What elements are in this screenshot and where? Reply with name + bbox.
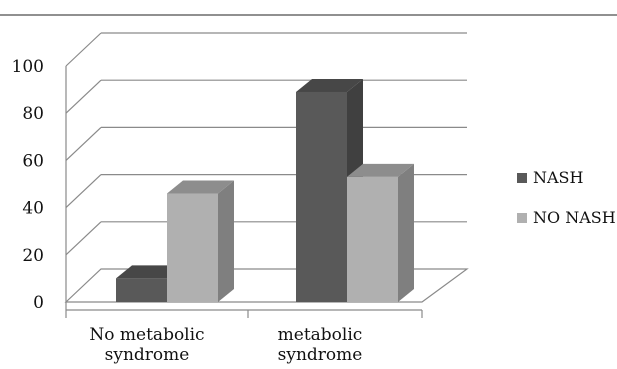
- bar-front: [347, 176, 398, 302]
- y-tick-label: 100: [12, 57, 44, 77]
- bar-front: [116, 278, 167, 302]
- bar-side: [218, 180, 234, 302]
- gridline-diagonal: [65, 174, 102, 209]
- bar: [347, 163, 414, 302]
- y-tick-labels: 0 20 40 60 80 100: [12, 57, 44, 313]
- gridline-diagonal: [65, 221, 102, 256]
- y-tick-label: 0: [33, 293, 44, 313]
- bar-top: [296, 78, 363, 92]
- legend-label: NO NASH: [533, 208, 616, 227]
- bars: [116, 78, 414, 303]
- gridline-diagonal: [65, 32, 102, 67]
- legend-swatch: [517, 213, 527, 223]
- category-label: syndrome: [105, 345, 190, 365]
- y-tick-label: 20: [22, 246, 44, 266]
- legend-label: NASH: [533, 168, 584, 187]
- category-label: metabolic: [278, 325, 363, 345]
- bar-top: [347, 163, 414, 177]
- y-tick-label: 60: [22, 151, 44, 171]
- legend-item: NASH: [517, 168, 584, 187]
- gridlines: [65, 32, 467, 256]
- gridline-diagonal: [65, 126, 102, 161]
- bar-top: [116, 265, 183, 279]
- bar-front: [167, 193, 218, 302]
- category-label: syndrome: [278, 345, 363, 365]
- y-tick-label: 80: [22, 104, 44, 124]
- bar: [167, 180, 234, 302]
- category-label: No metabolic: [89, 325, 204, 345]
- bar-top: [167, 180, 234, 194]
- bar-side: [398, 163, 414, 302]
- y-tick-label: 40: [22, 199, 44, 219]
- legend: NASH NO NASH: [517, 168, 616, 227]
- legend-swatch: [517, 173, 527, 183]
- legend-item: NO NASH: [517, 208, 616, 227]
- gridline-diagonal: [65, 79, 102, 114]
- bar-front: [296, 91, 347, 303]
